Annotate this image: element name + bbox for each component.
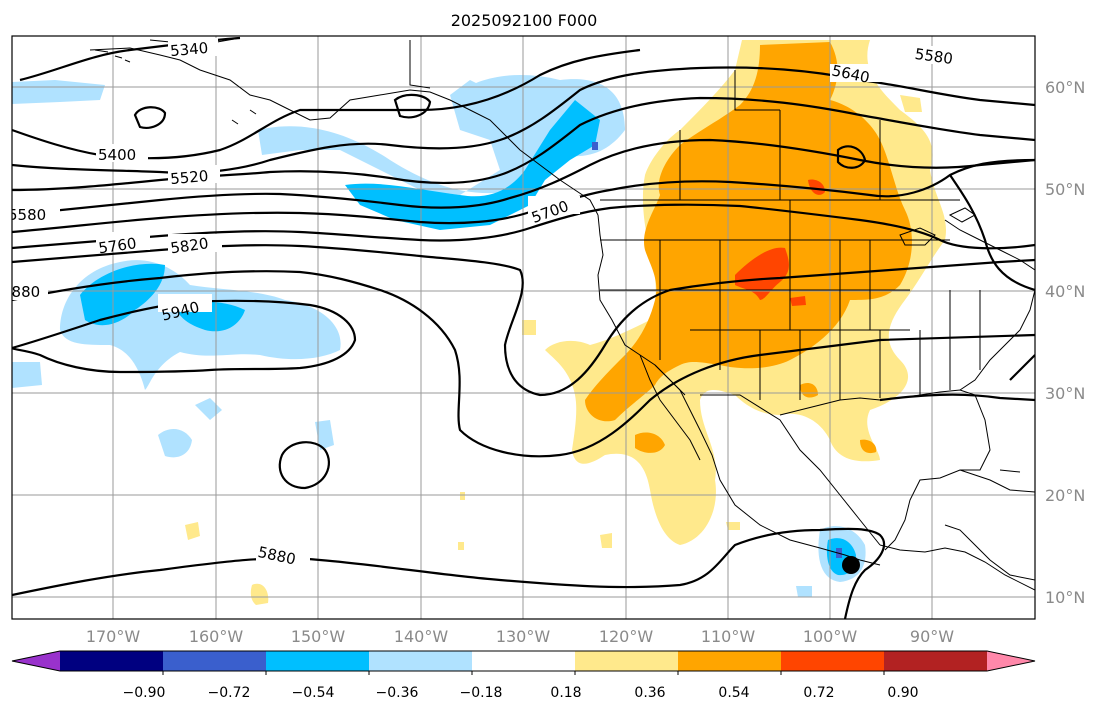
- contour-label: 5520: [169, 167, 209, 188]
- central-america: [879, 544, 1035, 591]
- lon-label: 140°W: [394, 627, 449, 646]
- colorbar-segment: [60, 651, 164, 671]
- colorbar-tick-label: −0.72: [208, 685, 251, 701]
- map-title: 2025092100 F000: [451, 11, 598, 30]
- contour-label: 5580: [914, 45, 954, 68]
- colorbar-segment: [575, 651, 679, 671]
- mexico-states: [700, 394, 881, 546]
- contour-5820: [12, 270, 1035, 458]
- lat-label: 10°N: [1045, 588, 1085, 607]
- coastlines-borders: [89, 37, 1035, 591]
- colorbar-segment: [678, 651, 782, 671]
- contour-east-trough: [879, 174, 1035, 402]
- colorbar-ticks: [162, 671, 885, 675]
- coastline-baja: [639, 354, 701, 461]
- colorbar: −0.90 −0.72 −0.54 −0.36 −0.18 0.18 0.36 …: [11, 650, 1036, 701]
- lon-label: 130°W: [496, 627, 551, 646]
- lon-label: 170°W: [86, 627, 141, 646]
- contour-5580: [12, 138, 1035, 217]
- lon-label: 100°W: [803, 627, 858, 646]
- colorbar-tick-label: −0.18: [460, 685, 503, 701]
- colorbar-tick-label: 0.90: [887, 685, 918, 701]
- longitude-labels: 170°W 160°W 150°W 140°W 130°W 120°W 110°…: [86, 627, 954, 646]
- contour-labels: 5340 5580 5640 5400 5520 5700 5580 5760 …: [2, 38, 962, 569]
- colorbar-segment: [781, 651, 885, 671]
- colorbar-extend-max: [987, 651, 1035, 671]
- colorbar-tick-label: −0.90: [123, 685, 166, 701]
- latitude-labels: 60°N 50°N 40°N 30°N 20°N 10°N: [1045, 78, 1085, 607]
- lat-label: 20°N: [1045, 486, 1085, 505]
- colorbar-segment: [369, 651, 473, 671]
- contour-5880-south: [12, 527, 886, 619]
- lon-label: 110°W: [701, 627, 756, 646]
- lon-label: 120°W: [599, 627, 654, 646]
- lat-label: 30°N: [1045, 384, 1085, 403]
- contour-5940-ring: [278, 441, 331, 490]
- contour-low-ring: [133, 93, 867, 169]
- graticule: [12, 36, 1035, 619]
- lat-label: 50°N: [1045, 180, 1085, 199]
- lat-label: 60°N: [1045, 78, 1085, 97]
- shade-blue-alaska-core: [345, 100, 600, 230]
- map-panel: 5340 5580 5640 5400 5520 5700 5580 5760 …: [2, 36, 1035, 619]
- contour-label: 5340: [169, 39, 209, 60]
- contour-label: 5880: [2, 283, 40, 301]
- colorbar-segments: [12, 651, 1035, 671]
- contour-label: 5580: [8, 206, 46, 224]
- coastline-us-west: [597, 214, 881, 566]
- lon-label: 160°W: [189, 627, 244, 646]
- lon-label: 150°W: [291, 627, 346, 646]
- colorbar-tick-label: 0.36: [634, 685, 665, 701]
- coastline-alaska: [89, 47, 599, 216]
- colorbar-segment: [163, 651, 267, 671]
- colorbar-extend-min: [12, 651, 60, 671]
- colorbar-segment: [884, 651, 988, 671]
- colorbar-tick-label: 0.54: [718, 685, 749, 701]
- canada-provinces: [600, 70, 960, 201]
- storm-center-dot: [842, 556, 860, 574]
- shade-red-orange-plains: [735, 179, 825, 306]
- us-state-lines: [600, 200, 981, 400]
- map-frame: [11, 35, 1036, 620]
- colorbar-tick-label: 0.72: [803, 685, 834, 701]
- colorbar-tick-label: −0.54: [292, 685, 335, 701]
- contour-5700: [12, 203, 1035, 250]
- lat-label: 40°N: [1045, 282, 1085, 301]
- colorbar-segment: [266, 651, 370, 671]
- coastline-aleutians: [94, 49, 257, 125]
- colorbar-tick-label: −0.36: [376, 685, 419, 701]
- contour-label: 5400: [98, 146, 136, 164]
- shade-light-blue-central-pacific: [158, 398, 334, 458]
- coastline-caribbean: [944, 469, 1035, 581]
- contour-label: 5760: [97, 234, 137, 257]
- colorbar-segment: [472, 651, 576, 671]
- shade-orange-mexico: [635, 383, 877, 454]
- colorbar-tick-label: 0.18: [550, 685, 581, 701]
- colorbar-outline: [11, 650, 1036, 672]
- contour-5880: [12, 299, 357, 374]
- lon-label: 90°W: [910, 627, 954, 646]
- contour-5760: [12, 244, 1035, 397]
- contour-label: 5820: [169, 234, 209, 257]
